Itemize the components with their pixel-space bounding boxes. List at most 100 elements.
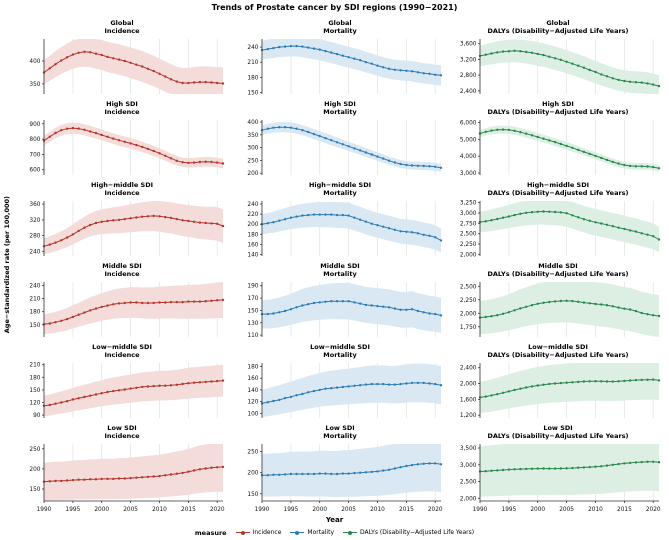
svg-text:800: 800 [29,137,40,143]
y-axis: 100 120 140 160 180 [247,363,263,418]
svg-text:190: 190 [247,284,258,290]
y-axis: 2,400 2,800 3,200 3,600 [460,39,481,95]
data-points [42,379,225,407]
panel-low-middle-sdi-dalys: Low−middle SDI DALYs (Disability−Adjusted… [449,340,667,421]
confidence-band [44,122,223,169]
confidence-band [480,444,659,497]
data-points [42,298,225,326]
y-axis: 110 130 150 170 190 [247,282,263,339]
panel-header: High−middle SDI DALYs (Disability−Adjuste… [487,178,628,197]
svg-text:250: 250 [29,447,40,453]
confidence-band [44,201,223,255]
panel-middle-sdi-mortality: Middle SDI Mortality 110 130 150 170 190 [231,259,449,340]
panel-high-middle-sdi-incidence: High−middle SDI Incidence 240 280 320 360 [13,178,231,259]
panel-global-dalys: Global DALYs (Disability−Adjusted Life Ye… [449,16,667,97]
panel-measure-label: Incidence [104,351,140,359]
data-points [260,213,443,242]
svg-text:1,750: 1,750 [460,325,477,331]
svg-text:2,000: 2,000 [460,496,477,502]
svg-text:1995: 1995 [284,507,299,513]
svg-text:2,400: 2,400 [460,89,477,95]
panel-plot-global-incidence: 350 400 [29,39,225,94]
data-points [260,44,443,77]
y-axis: 350 400 [29,39,45,94]
legend-title: measure [194,528,227,537]
svg-text:2010: 2010 [370,507,385,513]
panel-region-label: Low−middle SDI [310,343,370,351]
panel-plot-global-mortality: 150 180 210 240 [247,39,443,97]
svg-text:360: 360 [29,202,40,208]
svg-text:300: 300 [247,146,258,152]
svg-text:2,000: 2,000 [460,382,477,388]
panel-low-sdi-incidence: Low SDI Incidence 150 200 250 1990 1995 2000 200… [13,421,231,514]
figure-title: Trends of Prostate cancer by SDI regions… [211,3,458,12]
panel-header: Global Incidence [104,16,139,35]
svg-text:2020: 2020 [646,507,661,513]
svg-text:240: 240 [29,284,40,290]
panel-plot-low-sdi-incidence: 150 200 250 1990 1995 2000 2005 2010 2015 2020 [29,444,225,513]
svg-text:600: 600 [29,168,40,174]
svg-text:6,000: 6,000 [460,121,477,127]
panel-region-label: Global [328,19,352,27]
panel-high-middle-sdi-dalys: High−middle SDI DALYs (Disability−Adjuste… [449,178,667,259]
svg-text:2,800: 2,800 [460,73,477,79]
panel-header: High SDI Incidence [104,97,139,116]
panel-plot-high-middle-sdi-incidence: 240 280 320 360 [29,201,225,256]
y-axis: 2,000 2,500 3,000 3,500 [460,444,481,502]
svg-text:2005: 2005 [123,507,138,513]
svg-text:2000: 2000 [312,507,327,513]
svg-text:150: 150 [29,323,40,329]
panel-header: Middle SDI Mortality [320,259,359,278]
panel-measure-label: Incidence [104,27,140,35]
panel-measure-label: DALYs (Disability−Adjusted Life Years) [487,270,629,278]
svg-text:2,500: 2,500 [460,232,477,238]
data-points [478,49,661,88]
confidence-band [44,444,223,501]
svg-text:150: 150 [29,388,40,394]
panel-region-label: Low−middle SDI [92,343,152,351]
y-axis: 90 120 150 180 210 [29,363,45,419]
panel-measure-label: Incidence [104,432,140,440]
x-axis: 1990 1995 2000 2005 2010 2015 2020 [473,500,661,513]
svg-text:2,250: 2,250 [460,298,477,304]
svg-text:350: 350 [29,82,40,88]
legend-item-label: DALYs (Disability−Adjusted Life Years) [360,529,475,536]
confidence-band [480,125,659,172]
panel-region-label: Middle SDI [320,262,360,270]
panel-header: Low−middle SDI Mortality [310,340,370,359]
svg-text:2015: 2015 [181,507,196,513]
svg-text:170: 170 [247,296,258,302]
svg-text:400: 400 [247,120,258,126]
svg-text:180: 180 [29,375,40,381]
svg-text:2,750: 2,750 [460,221,477,227]
svg-text:180: 180 [29,310,40,316]
panel-header: Middle SDI DALYs (Disability−Adjusted Lif… [487,259,628,278]
data-points [478,128,661,170]
panel-header: Low SDI Mortality [323,421,356,440]
svg-text:160: 160 [247,242,258,248]
chart-area: Age−standardized rate (per 100,000) Glob… [0,16,669,514]
incidence-marker-icon [235,529,250,536]
panel-high-middle-sdi-mortality: High−middle SDI Mortality 140 160 180 200 220 2… [231,178,449,259]
data-points [478,460,661,473]
panel-middle-sdi-dalys: Middle SDI DALYs (Disability−Adjusted Lif… [449,259,667,340]
panel-high-sdi-dalys: High SDI DALYs (Disability−Adjusted Life … [449,97,667,178]
panel-measure-label: Mortality [323,189,357,197]
svg-text:3,200: 3,200 [460,57,477,63]
svg-text:1990: 1990 [473,507,488,513]
dalys-marker-icon [343,529,358,536]
svg-text:200: 200 [29,467,40,473]
x-axis-label: Year [325,516,344,524]
panel-plot-high-sdi-dalys: 3,000 4,000 5,000 6,000 [460,120,661,177]
svg-text:2,000: 2,000 [460,252,477,258]
svg-text:2,250: 2,250 [460,242,477,248]
panel-low-middle-sdi-incidence: Low−middle SDI Incidence 90 120 150 180 210 [13,340,231,421]
panel-high-sdi-mortality: High SDI Mortality 200 250 300 350 400 [231,97,449,178]
svg-text:2,500: 2,500 [460,480,477,486]
panel-plot-high-sdi-mortality: 200 250 300 350 400 [247,120,443,177]
panel-low-middle-sdi-mortality: Low−middle SDI Mortality 100 120 140 160 180 [231,340,449,421]
panel-header: Global Mortality [323,16,356,35]
panel-plot-middle-sdi-mortality: 110 130 150 170 190 [247,282,443,339]
panel-region-label: High SDI [542,100,574,108]
panel-measure-label: DALYs (Disability−Adjusted Life Years) [487,27,629,35]
